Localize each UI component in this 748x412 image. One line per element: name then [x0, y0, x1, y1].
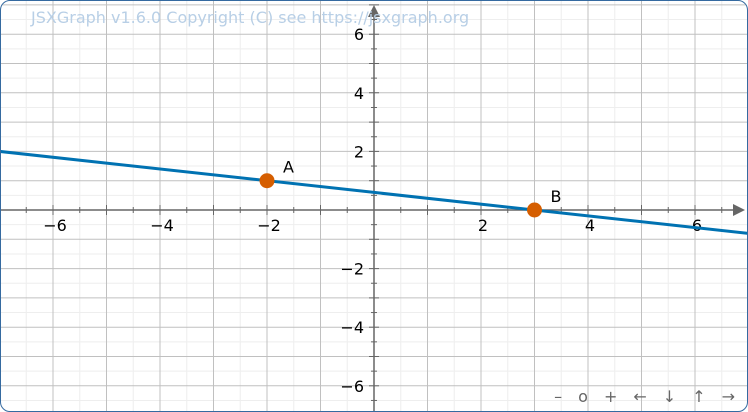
y-tick-label: 2: [354, 142, 364, 161]
y-tick-label: −6: [340, 377, 364, 396]
pan-right-button[interactable]: →: [721, 387, 735, 406]
x-tick-label: −2: [257, 216, 281, 235]
x-tick-label: −4: [150, 216, 174, 235]
pan-up-button[interactable]: ↑: [692, 387, 706, 406]
zoom-out-button[interactable]: –: [554, 387, 563, 406]
copyright-text: JSXGraph v1.6.0 Copyright (C) see https:…: [31, 8, 470, 27]
y-tick-label: 4: [354, 84, 364, 103]
x-axis-arrow-icon: [733, 204, 745, 216]
zoom-reset-button[interactable]: o: [578, 387, 588, 406]
point-b: [527, 202, 542, 218]
x-tick-label: 6: [692, 216, 702, 235]
x-tick-label: 2: [478, 216, 488, 235]
x-tick-label: −6: [43, 216, 67, 235]
y-tick-label: −2: [340, 260, 364, 279]
line-ab: [1, 150, 747, 235]
zoom-in-button[interactable]: +: [603, 387, 618, 406]
y-axis-arrow-icon: [368, 5, 380, 17]
point-label-b: B: [551, 187, 562, 206]
pan-left-button[interactable]: ←: [633, 387, 647, 406]
point-label-a: A: [283, 158, 294, 177]
pan-down-button[interactable]: ↓: [662, 387, 677, 406]
point-a: [259, 173, 275, 189]
x-tick-label: 4: [585, 216, 595, 235]
y-tick-label: 6: [354, 25, 364, 44]
navigation-bar: – o + ← ↓ ↑ →: [546, 387, 743, 407]
y-tick-label: −4: [340, 318, 364, 337]
